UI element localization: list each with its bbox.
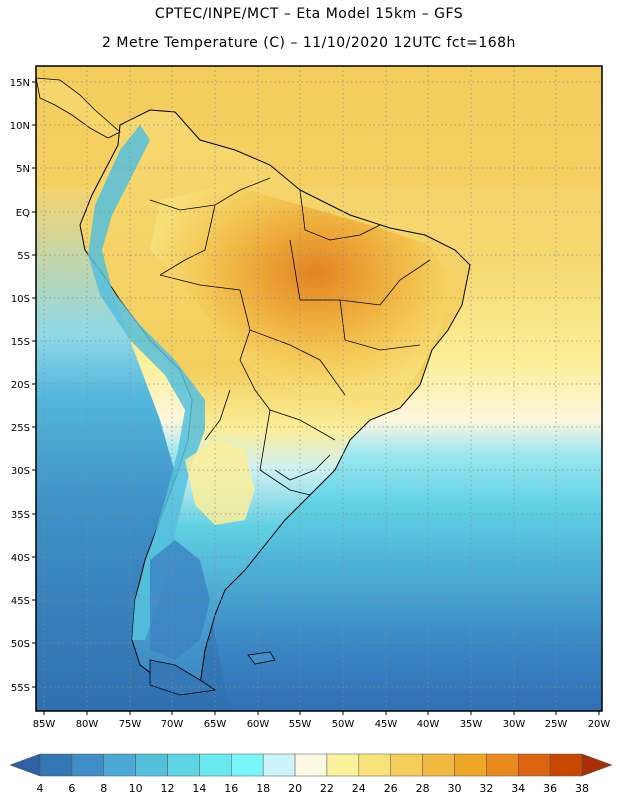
- lon-label: 30W: [503, 719, 526, 730]
- colorbar-label: 12: [161, 782, 175, 795]
- lat-label: 30S: [11, 466, 30, 477]
- colorbar-label: 38: [575, 782, 589, 795]
- map-frame: [35, 65, 603, 712]
- colorbar-label: 36: [543, 782, 557, 795]
- andes-cold-strip: [88, 125, 205, 640]
- colorbar-label: 16: [224, 782, 238, 795]
- colorbar-label: 28: [416, 782, 430, 795]
- colorbar-label: 4: [37, 782, 44, 795]
- colorbar-cell: [517, 753, 551, 777]
- colorbar-label: 32: [479, 782, 493, 795]
- map-field: [36, 66, 602, 711]
- colorbar-cell: [326, 753, 360, 777]
- lon-label: 80W: [76, 719, 99, 730]
- lat-label: 5S: [17, 251, 30, 262]
- colorbar-label: 6: [68, 782, 75, 795]
- colorbar-label: 20: [288, 782, 302, 795]
- argentina-warm-patch: [185, 440, 255, 525]
- lat-label: 15N: [10, 78, 30, 89]
- colorbar-label: 34: [511, 782, 525, 795]
- colorbar-cell: [71, 753, 105, 777]
- colorbar-cell: [486, 753, 519, 777]
- lat-label: 25S: [11, 423, 30, 434]
- lat-label: EQ: [16, 208, 30, 219]
- latitude-labels: 15N 10N 5N EQ 5S 10S 15S 20S 25S 30S 35S…: [10, 78, 30, 694]
- colorbar-cell: [199, 753, 232, 777]
- colorbar-label: 24: [352, 782, 366, 795]
- colorbar-cell: [39, 753, 73, 777]
- colorbar-labels: 4 6 8 10 12 14 16 18 20 22 24 26 28 30 3…: [37, 782, 590, 795]
- lon-label: 75W: [119, 719, 142, 730]
- lat-label: 15S: [11, 337, 30, 348]
- lon-label: 65W: [204, 719, 227, 730]
- colorbar-cell: [390, 753, 423, 777]
- lon-label: 70W: [161, 719, 184, 730]
- longitude-labels: 85W 80W 75W 70W 65W 60W 55W 50W 45W 40W …: [33, 719, 611, 730]
- colorbar-cell: [167, 753, 200, 777]
- colorbar-label: 30: [448, 782, 462, 795]
- lon-label: 85W: [33, 719, 56, 730]
- lon-label: 55W: [289, 719, 312, 730]
- lat-label: 10N: [10, 121, 30, 132]
- lat-label: 40S: [11, 553, 30, 564]
- lon-label: 60W: [247, 719, 270, 730]
- colorbar-label: 22: [320, 782, 334, 795]
- colorbar-label: 8: [100, 782, 107, 795]
- colorbar-end-high: [581, 753, 613, 777]
- colorbar-cell: [454, 753, 487, 777]
- lat-label: 50S: [11, 639, 30, 650]
- colorbar-cell: [103, 753, 136, 777]
- lat-label: 20S: [11, 380, 30, 391]
- lon-label: 20W: [588, 719, 611, 730]
- colorbar-cell: [231, 753, 264, 777]
- colorbar-cell: [135, 753, 168, 777]
- tick-marks: [32, 81, 600, 715]
- lon-label: 45W: [375, 719, 398, 730]
- hot-interior-region: [150, 185, 450, 405]
- colorbar-label: 14: [192, 782, 206, 795]
- lat-label: 55S: [11, 683, 30, 694]
- central-america: [36, 77, 121, 139]
- chart-title-line1: CPTEC/INPE/MCT – Eta Model 15km – GFS: [154, 6, 464, 22]
- colorbar-end-low: [9, 753, 41, 777]
- colorbar-label: 10: [129, 782, 143, 795]
- lon-label: 35W: [460, 719, 483, 730]
- lon-label: 50W: [332, 719, 355, 730]
- colorbar-cell: [358, 753, 391, 777]
- falkland-islands: [247, 651, 276, 665]
- colorbar-cell: [549, 753, 583, 777]
- lon-label: 25W: [545, 719, 568, 730]
- lat-label: 5N: [16, 164, 30, 175]
- colorbar-cell: [262, 753, 296, 777]
- lat-label: 45S: [11, 596, 30, 607]
- colorbar-label: 18: [256, 782, 270, 795]
- colorbar-cell: [294, 753, 328, 777]
- lat-label: 10S: [11, 294, 30, 305]
- colorbar: [9, 753, 613, 777]
- lon-label: 40W: [417, 719, 440, 730]
- tierra-del-fuego: [149, 659, 217, 696]
- chart-title-line2: 2 Metre Temperature (C) – 11/10/2020 12U…: [102, 35, 516, 51]
- lat-label: 35S: [11, 510, 30, 521]
- colorbar-cell: [422, 753, 455, 777]
- colorbar-label: 26: [384, 782, 398, 795]
